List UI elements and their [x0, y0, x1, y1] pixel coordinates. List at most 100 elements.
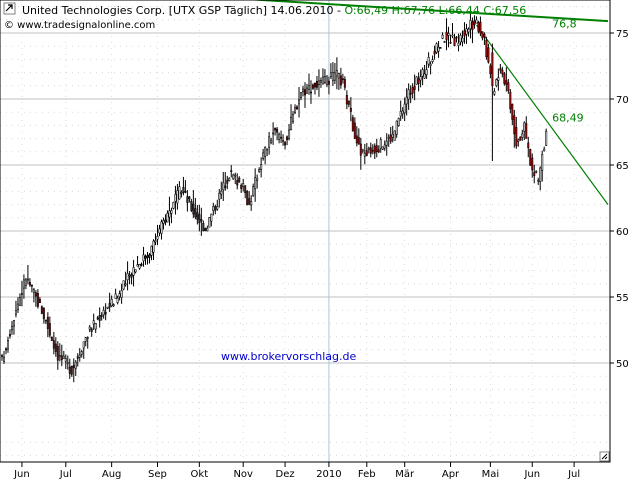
candle-body: [298, 99, 301, 105]
candle-body: [445, 31, 448, 41]
candle-body: [70, 366, 73, 375]
candle-body: [236, 180, 239, 186]
candle-body: [178, 186, 181, 200]
candles: [1, 10, 548, 383]
candle-body: [12, 320, 15, 327]
candle-body: [361, 149, 364, 152]
candle-body: [387, 136, 390, 139]
candle-body: [270, 139, 273, 143]
candle-body: [319, 79, 322, 83]
x-tick-label: Aug: [102, 469, 122, 480]
candle-body: [188, 196, 191, 200]
candle-body: [170, 210, 173, 214]
candle-body: [30, 284, 33, 287]
candle-body: [2, 356, 5, 362]
candle-body: [140, 263, 143, 266]
candle-body: [517, 139, 520, 142]
candle-body: [413, 85, 416, 90]
candle-body: [545, 130, 548, 146]
candle-body: [268, 136, 271, 148]
candle-body: [363, 152, 366, 157]
candle-body: [307, 85, 310, 90]
candle-body: [194, 208, 197, 218]
candle-body: [367, 147, 370, 150]
resize-grip-icon[interactable]: [599, 451, 610, 462]
candle-body: [304, 89, 306, 96]
candle-body: [355, 135, 358, 144]
candle-body: [321, 76, 324, 85]
candle-body: [48, 323, 51, 336]
candle-body: [226, 179, 229, 184]
x-tick-label: Jun: [13, 469, 30, 480]
candle-body: [451, 34, 454, 37]
candle-body: [395, 120, 398, 135]
candle-body: [232, 174, 235, 180]
candle-body: [196, 212, 199, 220]
x-tick-label: Dez: [276, 469, 295, 480]
candle-body: [258, 169, 261, 173]
candle-body: [36, 293, 39, 307]
candle-body: [168, 210, 171, 218]
candle-body: [339, 75, 342, 86]
candle-body: [441, 34, 444, 39]
candle-body: [347, 100, 350, 105]
candle-body: [26, 278, 29, 281]
candle-body: [84, 337, 87, 342]
candle-body: [543, 148, 546, 152]
candle-body: [110, 298, 113, 307]
candle-body: [531, 157, 534, 171]
candle-body: [327, 80, 330, 85]
candle-body: [459, 34, 462, 43]
candle-body: [176, 190, 179, 204]
candle-body: [150, 245, 153, 256]
candle-body: [383, 144, 386, 149]
candle-body: [182, 187, 185, 193]
candle-body: [495, 79, 498, 87]
candle-body: [333, 72, 336, 81]
candle-body: [278, 133, 281, 140]
candle-body: [477, 22, 480, 32]
candle-body: [325, 75, 328, 86]
candle-body: [345, 95, 348, 105]
candle-body: [158, 228, 161, 234]
candle-body: [373, 145, 376, 154]
candle-body: [68, 366, 71, 374]
y-tick-label: 60: [616, 227, 629, 238]
candle-body: [50, 336, 53, 341]
trendline-labels: 76,8 68,49: [552, 18, 584, 125]
candle-body: [186, 196, 189, 203]
candle-body: [10, 326, 13, 331]
candle-body: [357, 137, 360, 145]
candle-body: [260, 164, 263, 170]
candle-body: [138, 264, 141, 269]
candle-body: [14, 310, 17, 315]
x-tick-label: Mär: [395, 469, 415, 480]
y-tick-label: 75: [616, 29, 629, 40]
trendline-value-label: 76,8: [552, 18, 577, 31]
candle-body: [521, 133, 524, 138]
candle-body: [507, 82, 510, 91]
ohlc-values: O:66,49 H:67,76 L:66,44 C:67,56: [344, 4, 526, 17]
candle-body: [533, 172, 536, 177]
candle-body: [214, 206, 217, 211]
x-tick-label: 2010: [316, 469, 341, 480]
up-arrow-icon[interactable]: [3, 2, 16, 15]
candle-body: [379, 139, 382, 149]
candle-body: [174, 193, 177, 202]
candle-body: [248, 198, 251, 205]
candle-body: [461, 37, 464, 43]
candle-body: [433, 50, 436, 55]
candle-body: [208, 217, 211, 228]
candle-body: [475, 19, 478, 24]
candle-body: [62, 355, 65, 359]
candle-body: [351, 117, 354, 132]
candle-body: [359, 143, 362, 156]
candle-body: [72, 364, 75, 368]
candle-body: [505, 80, 508, 85]
candle-body: [76, 356, 79, 359]
candle-body: [124, 283, 127, 286]
candle-body: [198, 214, 201, 224]
candle-body: [106, 306, 109, 309]
y-tick-label: 50: [616, 359, 629, 370]
candle-body: [8, 334, 11, 337]
